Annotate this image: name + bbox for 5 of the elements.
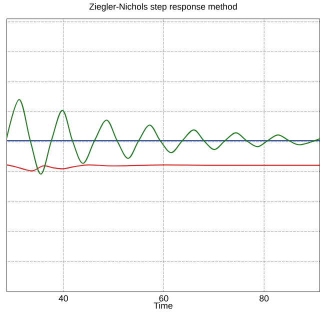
x-axis-title: Time — [154, 302, 172, 309]
x-tick-label: 60 — [159, 295, 168, 302]
x-tick-label: 40 — [58, 295, 68, 302]
x-tick-label: 80 — [260, 295, 269, 302]
chart-title: Ziegler-Nichols step response method — [89, 3, 237, 12]
